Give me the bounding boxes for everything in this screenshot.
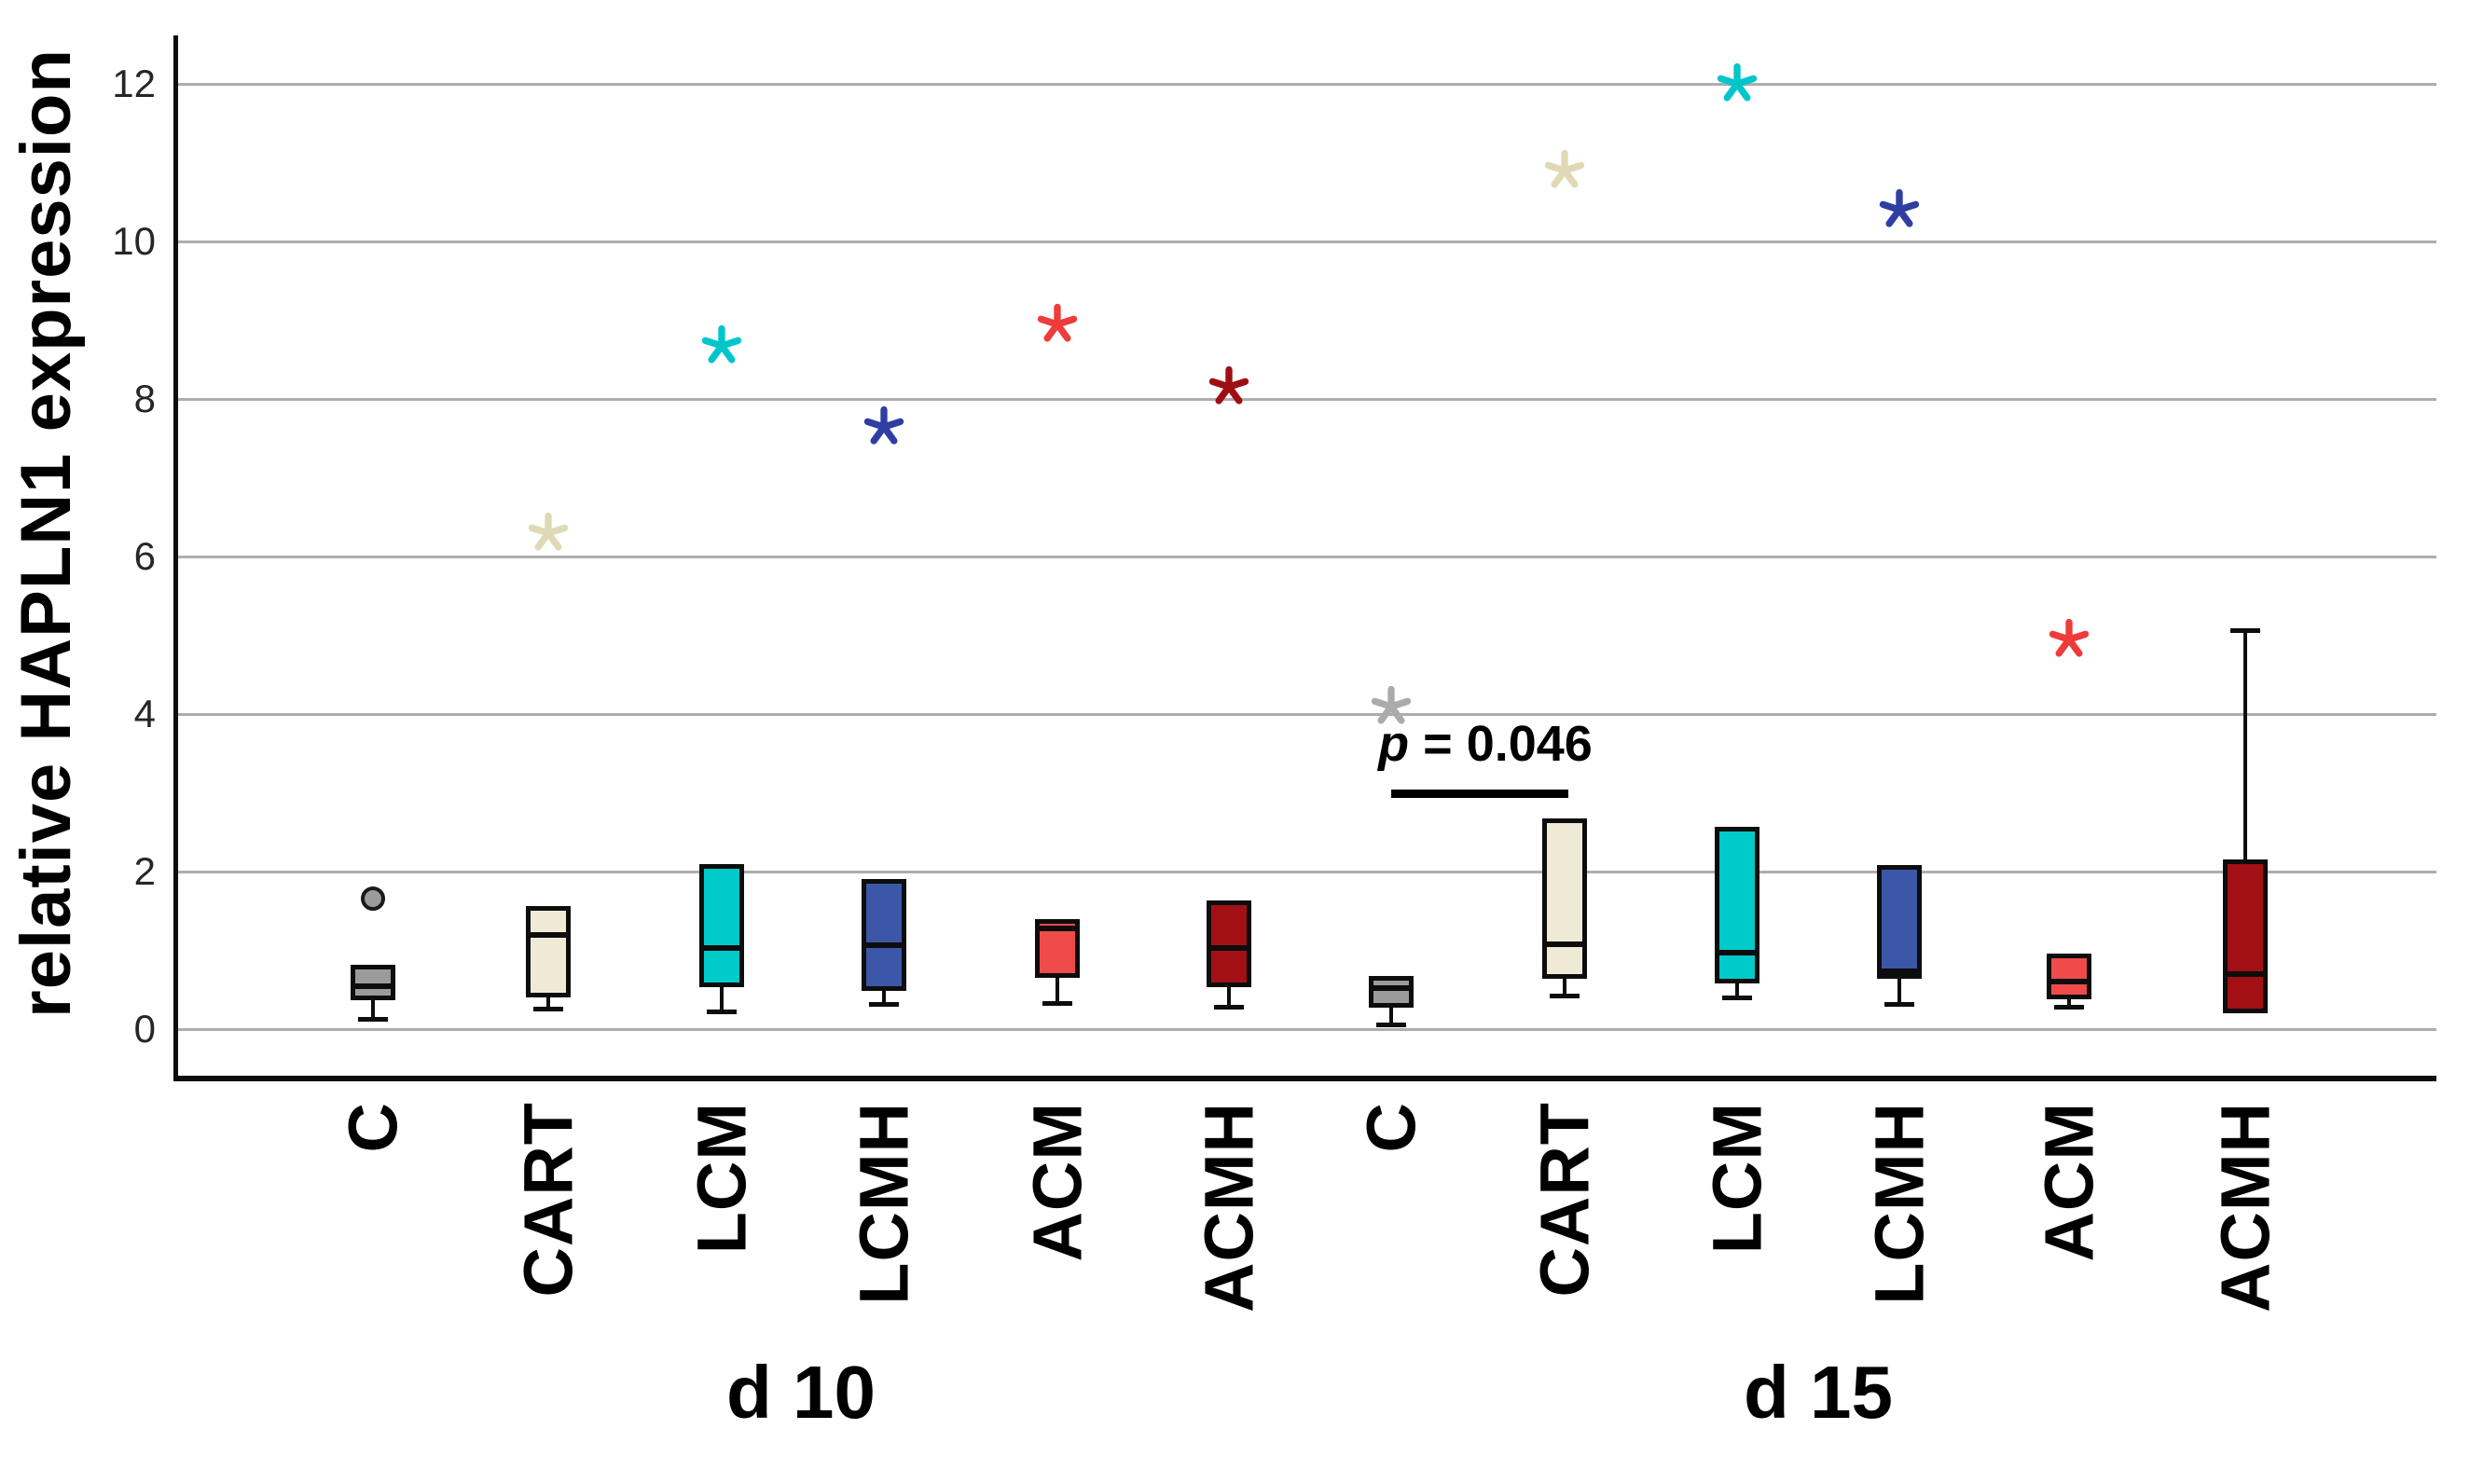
x-tick-label-LCM-d15: LCM [1698,1102,1776,1255]
outlier-star-icon-CART-d10 [527,512,570,555]
facet-label-1: d 10 [725,1351,876,1434]
lower-whisker-ACM-d15 [2067,998,2071,1008]
median-LCM-d15 [1715,950,1759,956]
outlier-star-icon-ACM-d15 [2048,618,2091,661]
y-axis-line [173,35,178,1079]
y-tick-label: 8 [133,377,156,420]
outlier-star-icon-LCMH-d10 [862,405,905,448]
lower-whisker-CART-d15 [1563,978,1566,996]
lower-whisker-LCM-d10 [720,987,724,1012]
lower-whisker-cap-ACMH-d10 [1214,1005,1244,1010]
median-ACMH-d10 [1207,944,1251,951]
lower-whisker-LCM-d15 [1735,982,1739,998]
median-CART-d10 [526,932,571,939]
box-LCMH-d10 [862,879,906,992]
lower-whisker-cap-CART-d10 [533,1007,563,1012]
median-ACM-d15 [2047,979,2091,985]
gridline-y4 [175,713,2436,716]
x-tick-label-CART-d15: CART [1525,1102,1604,1298]
box-LCM-d15 [1715,826,1759,983]
lower-whisker-ACMH-d10 [1227,987,1231,1008]
lower-whisker-ACM-d10 [1056,978,1059,1004]
gridline-y6 [175,556,2436,558]
outlier-star-icon-ACMH-d10 [1207,365,1250,408]
lower-whisker-C-d10 [371,999,375,1019]
x-tick-label-ACMH-d15: ACMH [2206,1102,2284,1312]
x-tick-label-C-d10: C [334,1102,412,1153]
lower-whisker-cap-ACM-d15 [2054,1005,2084,1010]
upper-whisker-cap-ACMH-d15 [2230,627,2260,633]
median-LCMH-d15 [1877,969,1922,975]
x-tick-label-LCMH-d15: LCMH [1860,1102,1939,1305]
p-value-number: = 0.046 [1409,715,1593,772]
outlier-circle-C-d10 [361,886,385,911]
box-ACM-d15 [2047,953,2091,999]
p-value-symbol: p [1378,715,1410,772]
y-tick-label: 12 [112,62,156,105]
box-LCM-d10 [699,863,744,988]
box-CART-d15 [1542,818,1587,979]
gridline-y10 [175,240,2436,243]
x-tick-label-ACM-d10: ACM [1018,1102,1097,1262]
lower-whisker-cap-LCM-d10 [707,1010,737,1015]
lower-whisker-cap-CART-d15 [1550,993,1580,998]
outlier-star-icon-CART-d15 [1543,149,1586,192]
x-tick-label-ACMH-d10: ACMH [1190,1102,1268,1312]
x-axis-line [173,1076,2436,1081]
lower-whisker-cap-C-d10 [358,1017,388,1022]
median-LCM-d10 [699,944,744,951]
box-C-d15 [1369,976,1414,1009]
lower-whisker-cap-C-d15 [1376,1022,1406,1027]
median-ACM-d10 [1035,925,1080,931]
box-ACMH-d15 [2223,859,2268,1014]
box-LCMH-d15 [1877,865,1922,979]
lower-whisker-CART-d10 [546,997,550,1010]
lower-whisker-LCMH-d10 [882,991,886,1004]
box-C-d10 [351,964,395,1000]
box-CART-d10 [526,906,571,998]
median-C-d15 [1369,985,1414,992]
facet-label-2: d 15 [1743,1351,1894,1434]
x-tick-label-LCMH-d10: LCMH [845,1102,923,1305]
y-tick-label: 10 [112,219,156,263]
y-tick-label: 6 [133,534,156,578]
lower-whisker-cap-ACM-d10 [1042,1001,1072,1007]
box-ACMH-d10 [1207,900,1251,988]
gridline-y8 [175,398,2436,401]
y-tick-label: 0 [133,1007,156,1051]
lower-whisker-cap-LCMH-d15 [1884,1001,1914,1007]
lower-whisker-cap-LCMH-d10 [869,1001,899,1007]
gridline-y0 [175,1028,2436,1031]
outlier-star-icon-LCM-d15 [1716,62,1759,105]
median-C-d10 [351,983,395,990]
gridline-y2 [175,871,2436,873]
y-tick-label: 4 [133,692,156,735]
x-tick-label-C-d15: C [1352,1102,1430,1153]
gridline-y12 [175,83,2436,86]
x-tick-label-CART-d10: CART [509,1102,587,1298]
outlier-star-icon-C-d15 [1370,685,1413,728]
lower-whisker-C-d15 [1389,1008,1393,1024]
x-tick-label-LCM-d10: LCM [683,1102,761,1255]
median-ACMH-d15 [2223,970,2268,977]
lower-whisker-LCMH-d15 [1897,978,1901,1004]
lower-whisker-cap-LCM-d15 [1722,996,1752,1001]
p-value-label: p = 0.046 [1378,715,1593,773]
upper-whisker-ACMH-d15 [2243,629,2247,860]
x-tick-label-ACM-d15: ACM [2030,1102,2108,1262]
median-LCMH-d10 [862,941,906,948]
outlier-star-icon-ACM-d10 [1036,303,1079,346]
outlier-star-icon-LCM-d10 [700,324,743,367]
outlier-star-icon-LCMH-d15 [1878,188,1921,231]
y-tick-label: 2 [133,849,156,893]
significance-bar [1391,789,1568,798]
median-CART-d15 [1542,941,1587,947]
